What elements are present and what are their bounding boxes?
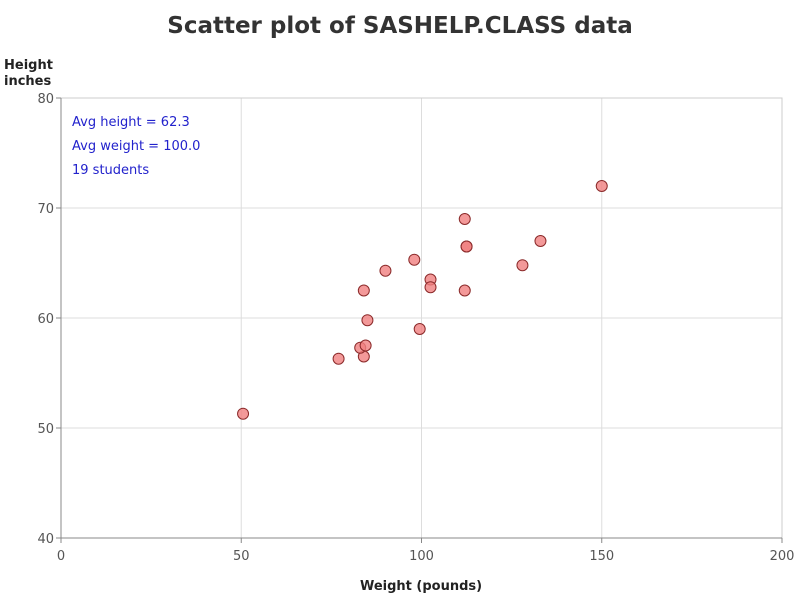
y-tick-label-3: 70 [37, 202, 54, 217]
y-tick-label-0: 40 [37, 532, 54, 547]
x-axis-label: Weight (pounds) [360, 579, 482, 594]
y-tick-label-1: 50 [37, 422, 54, 437]
y-axis-label-line-1: Height [4, 58, 53, 73]
data-point-9 [413, 323, 426, 335]
x-tick-label-0: 0 [57, 549, 65, 564]
x-tick-label-3: 150 [589, 549, 614, 564]
data-point-18 [595, 180, 608, 192]
annotation-student-count: 19 students [72, 163, 149, 178]
axes: 0 50 100 150 200 40 50 60 70 80 [37, 92, 794, 564]
data-point-11 [424, 281, 437, 294]
y-tick-label-4: 80 [37, 92, 54, 107]
y-axis-label-line-2: inches [4, 74, 51, 89]
data-point-7 [379, 264, 392, 277]
data-point-1 [332, 352, 345, 365]
chart-title: Scatter plot of SASHELP.CLASS data [167, 13, 632, 39]
data-point-0 [237, 407, 250, 420]
data-point-17 [534, 235, 547, 247]
data-point-14 [460, 240, 473, 253]
data-point-5 [357, 284, 370, 297]
data-points [237, 180, 608, 420]
data-point-8 [408, 253, 421, 266]
x-tick-label-2: 100 [409, 549, 434, 564]
data-point-12 [458, 284, 471, 297]
grid [60, 97, 783, 539]
annotation-avg-height: Avg height = 62.3 [72, 115, 190, 130]
annotation-avg-weight: Avg weight = 100.0 [72, 139, 200, 154]
x-tick-label-4: 200 [770, 549, 795, 564]
y-tick-label-2: 60 [37, 312, 54, 327]
data-point-4 [359, 339, 372, 352]
data-point-16 [516, 259, 529, 272]
data-point-15 [458, 213, 471, 225]
x-tick-label-1: 50 [233, 549, 250, 564]
data-point-6 [361, 314, 374, 327]
